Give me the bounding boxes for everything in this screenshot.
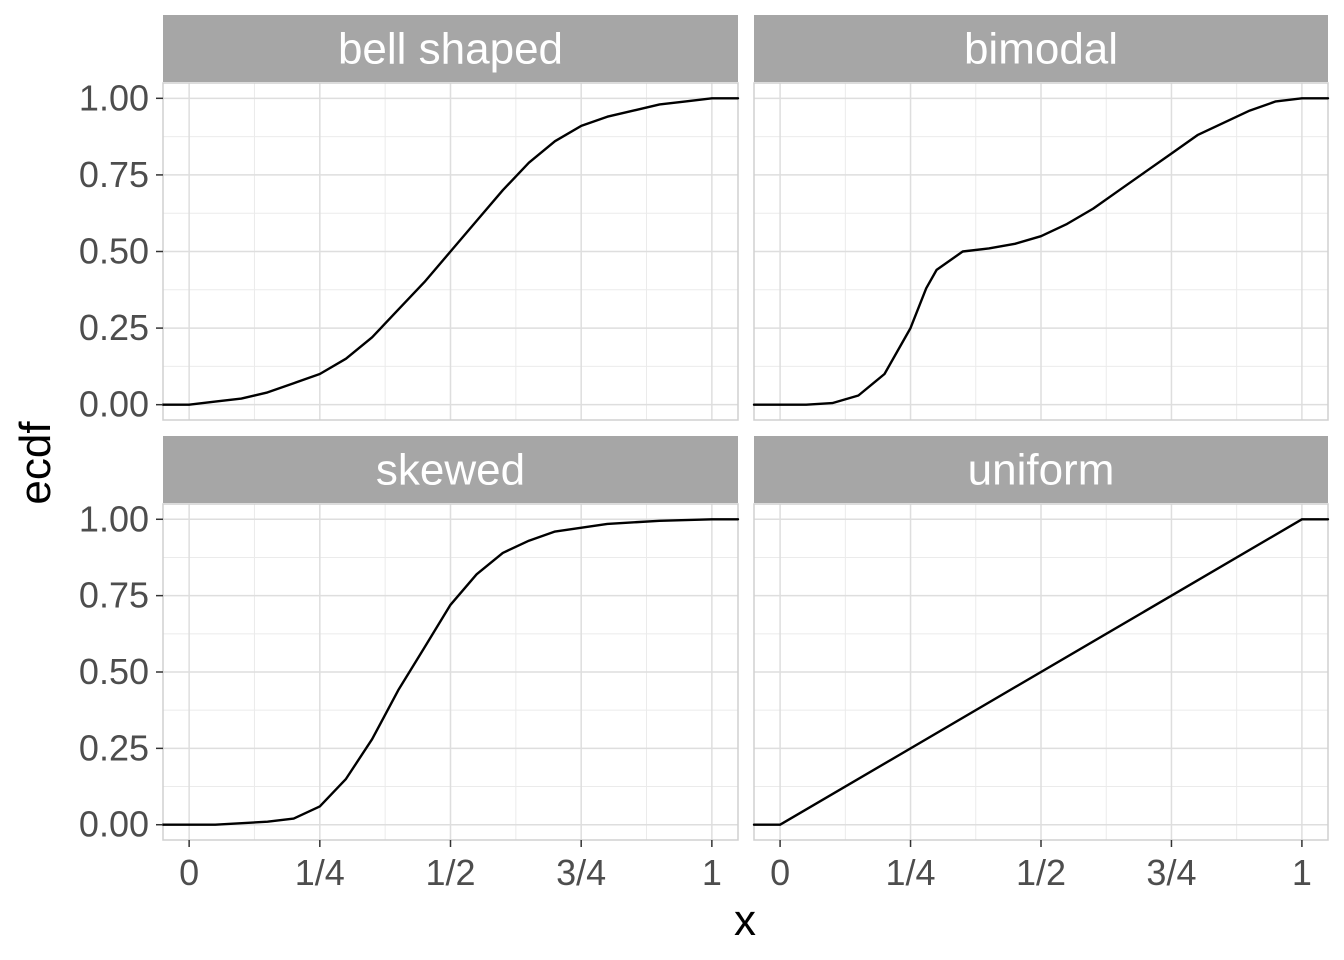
facet-strip-label: bell shaped <box>338 25 563 74</box>
facet-strip-label: uniform <box>968 446 1115 495</box>
y-tick-label: 0.25 <box>79 727 149 768</box>
panel-border <box>753 82 1329 421</box>
y-tick-label: 1.00 <box>79 498 149 539</box>
y-tick-label: 0.25 <box>79 307 149 348</box>
facet-strip <box>754 15 1328 82</box>
ecdf-line-bimodal <box>752 97 1330 406</box>
panel-uniform: uniform <box>752 436 1330 841</box>
facet-strip <box>163 15 738 82</box>
x-axis-title: x <box>734 896 756 945</box>
ecdf-line-skewed <box>161 518 740 826</box>
x-tick-label: 1/4 <box>295 852 345 893</box>
y-tick-label: 0.00 <box>79 384 149 425</box>
y-tick-label: 0.50 <box>79 651 149 692</box>
x-tick-label: 0 <box>179 852 199 893</box>
panel-bimodal: bimodal <box>752 15 1330 421</box>
panel-skewed: skewed <box>161 436 740 841</box>
y-tick-label: 0.50 <box>79 231 149 272</box>
x-tick-labels: 0 1/4 1/2 3/4 1 0 1/4 1/2 3/4 1 <box>179 840 1312 893</box>
y-tick-labels: 0.00 0.25 0.50 0.75 1.00 0.00 0.25 0.50 0.75 1.00 <box>79 77 163 845</box>
x-tick-label: 1 <box>702 852 722 893</box>
facet-strip-label: bimodal <box>964 25 1118 74</box>
x-tick-label: 1/2 <box>425 852 475 893</box>
x-tick-label: 1 <box>1292 852 1312 893</box>
x-tick-label: 3/4 <box>556 852 606 893</box>
panel-bell-shaped: bell shaped <box>161 15 740 421</box>
y-tick-label: 0.00 <box>79 804 149 845</box>
facet-strip <box>754 436 1328 503</box>
x-tick-label: 3/4 <box>1146 852 1196 893</box>
y-tick-label: 0.75 <box>79 575 149 616</box>
x-tick-label: 1/4 <box>886 852 936 893</box>
y-axis-title: ecdf <box>11 421 60 505</box>
x-tick-label: 0 <box>770 852 790 893</box>
x-tick-label: 1/2 <box>1016 852 1066 893</box>
facet-strip-label: skewed <box>376 446 525 495</box>
y-tick-label: 1.00 <box>79 77 149 118</box>
ecdf-line-uniform <box>752 518 1330 826</box>
facet-strip <box>163 436 738 503</box>
y-tick-label: 0.75 <box>79 154 149 195</box>
facet-panels: bell shaped bimodal skewed uniform <box>161 15 1330 841</box>
ecdf-line-bell-shaped <box>161 97 740 406</box>
